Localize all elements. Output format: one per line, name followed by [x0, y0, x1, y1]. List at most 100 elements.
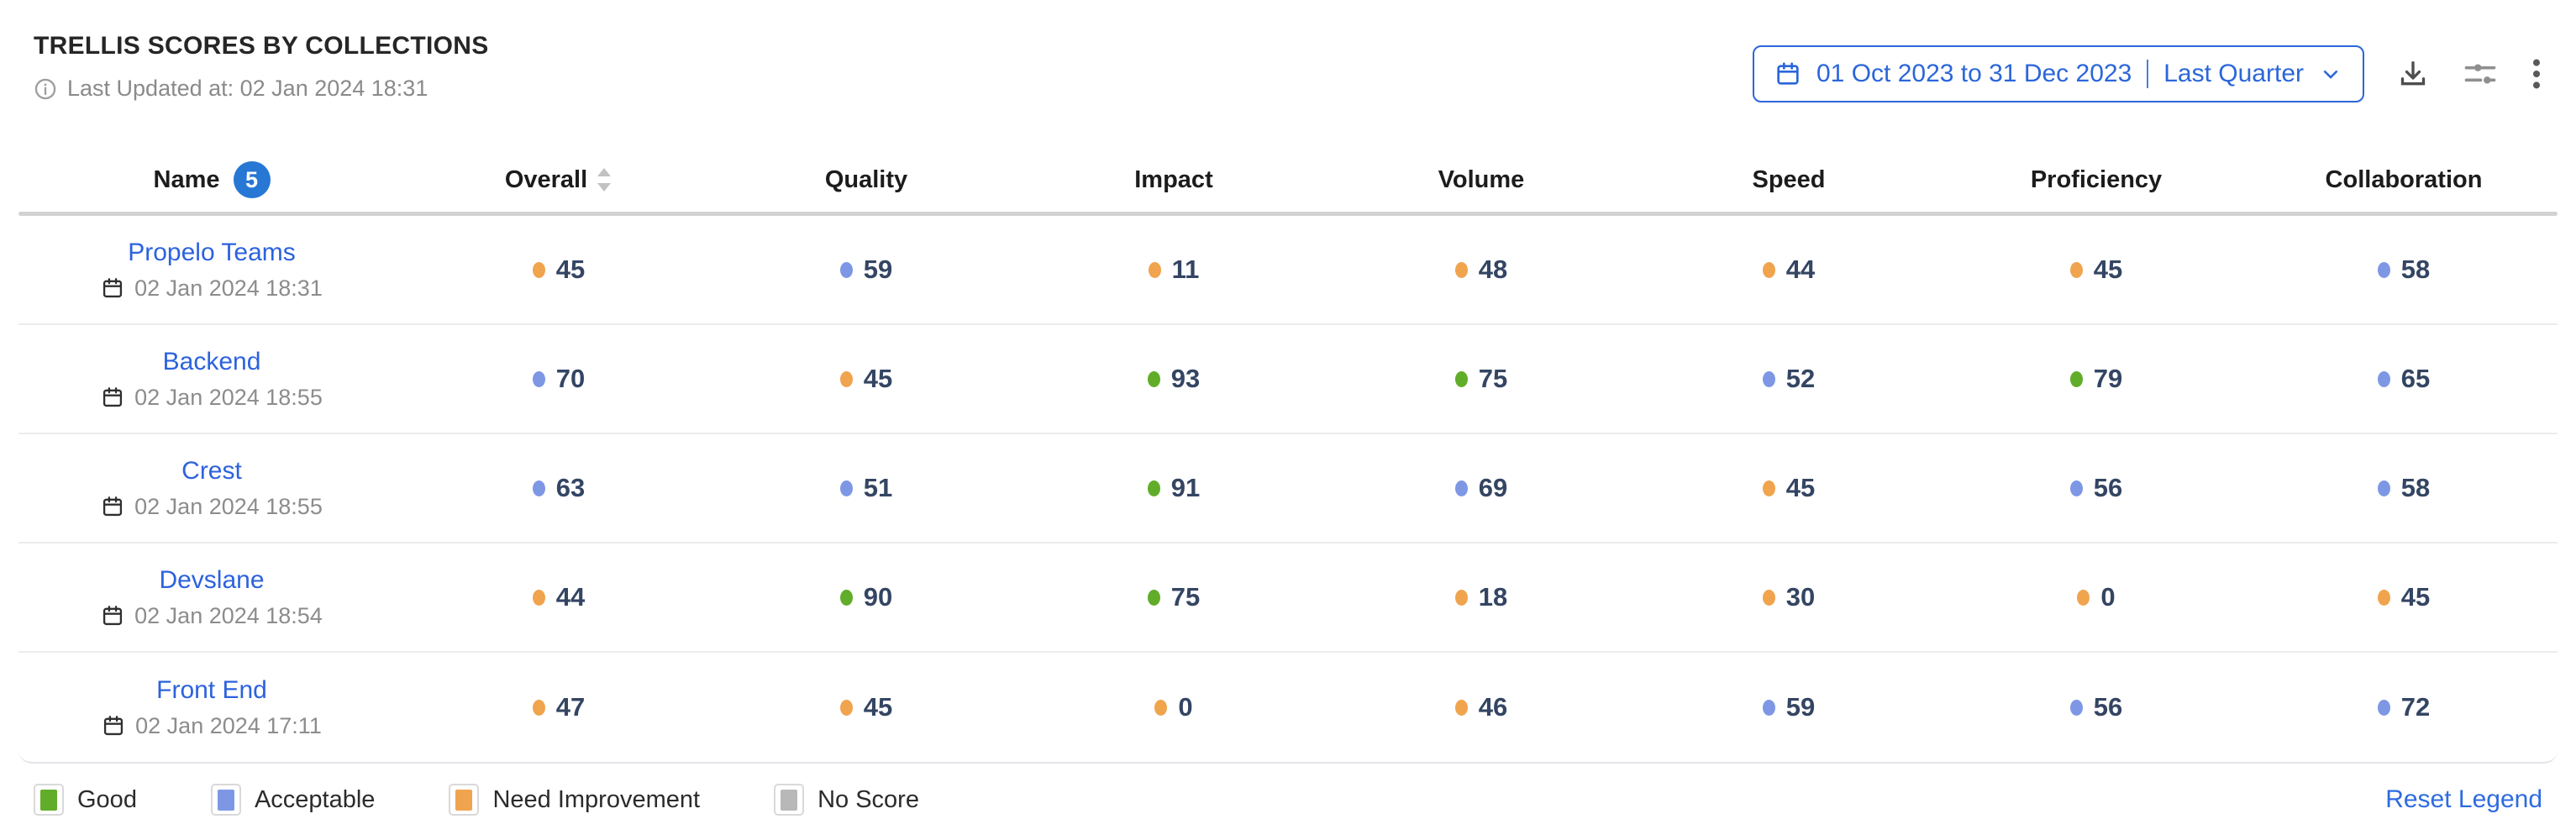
- score-value: 0: [2100, 582, 2116, 612]
- score-value: 45: [2093, 255, 2123, 284]
- score-dot: [2377, 370, 2390, 387]
- score-value: 18: [1478, 582, 1508, 612]
- no-score-color-swatch: [781, 789, 798, 811]
- table-body: Propelo Teams 02 Jan 2024 18:31 45 59 11: [18, 216, 2558, 764]
- date-range-picker[interactable]: 01 Oct 2023 to 31 Dec 2023 Last Quarter: [1752, 45, 2364, 102]
- kebab-menu-icon: [2531, 55, 2542, 93]
- more-options-button[interactable]: [2531, 55, 2542, 93]
- score-cell-collaboration: 72: [2250, 692, 2558, 722]
- calendar-icon: [1774, 60, 1801, 87]
- collection-link[interactable]: Backend: [162, 347, 261, 375]
- calendar-icon: [101, 604, 124, 627]
- score-cell-volume: 69: [1327, 473, 1635, 503]
- name-cell: Crest 02 Jan 2024 18:55: [18, 457, 405, 520]
- impact-header-label: Impact: [1134, 165, 1213, 193]
- page-title: TRELLIS SCORES BY COLLECTIONS: [34, 32, 489, 60]
- score-cell-speed: 45: [1635, 473, 1943, 503]
- collection-link[interactable]: Devslane: [159, 565, 265, 594]
- score-cell-volume: 75: [1327, 364, 1635, 394]
- table-header-row: Name 5 Overall Quality Impact Volume Spe…: [18, 148, 2558, 212]
- column-header-overall[interactable]: Overall: [405, 166, 712, 194]
- table-row: Front End 02 Jan 2024 17:11 47 45 0: [18, 653, 2558, 762]
- sort-icon[interactable]: [596, 166, 612, 193]
- name-cell: Backend 02 Jan 2024 18:55: [18, 348, 405, 411]
- score-dot: [2069, 480, 2083, 496]
- collection-link[interactable]: Crest: [181, 456, 242, 485]
- column-header-speed: Speed: [1635, 166, 1943, 194]
- score-cell-overall: 47: [405, 692, 712, 722]
- legend-swatch: [449, 784, 480, 816]
- score-value: 51: [863, 473, 893, 502]
- name-cell: Devslane 02 Jan 2024 18:54: [18, 566, 405, 629]
- score-value: 79: [2093, 364, 2123, 393]
- download-button[interactable]: [2396, 57, 2430, 91]
- column-header-name: Name 5: [18, 161, 405, 198]
- reset-legend-link[interactable]: Reset Legend: [2385, 785, 2542, 813]
- legend-item-no-score[interactable]: No Score: [774, 784, 919, 816]
- score-value: 75: [1170, 582, 1201, 612]
- legend-item-acceptable[interactable]: Acceptable: [210, 784, 375, 816]
- score-value: 58: [2400, 255, 2431, 284]
- score-cell-overall: 63: [405, 473, 712, 503]
- last-updated: Last Updated at: 02 Jan 2024 18:31: [34, 76, 489, 102]
- legend-swatch: [774, 784, 805, 816]
- legend-item-need-improvement[interactable]: Need Improvement: [449, 784, 700, 816]
- score-cell-proficiency: 45: [1943, 255, 2250, 285]
- score-value: 45: [2400, 582, 2431, 612]
- score-value: 44: [1785, 255, 1816, 284]
- score-value: 72: [2400, 692, 2431, 722]
- row-date-text: 02 Jan 2024 18:55: [134, 493, 323, 519]
- score-cell-quality: 90: [712, 582, 1020, 612]
- quality-header-label: Quality: [824, 165, 908, 193]
- score-dot: [532, 261, 545, 278]
- row-date: 02 Jan 2024 18:54: [101, 603, 323, 629]
- score-value: 44: [555, 582, 586, 612]
- calendar-icon: [101, 386, 124, 409]
- need-improvement-color-swatch: [455, 789, 473, 811]
- score-cell-collaboration: 45: [2250, 582, 2558, 612]
- score-value: 45: [1785, 473, 1816, 502]
- download-icon: [2396, 57, 2430, 91]
- row-date-text: 02 Jan 2024 18:31: [134, 275, 323, 301]
- score-dot: [1454, 370, 1468, 387]
- score-value: 56: [2093, 692, 2123, 722]
- score-value: 90: [863, 582, 893, 612]
- legend-bar: Good Acceptable Need Improvement No Scor…: [0, 764, 2576, 816]
- score-dot: [1762, 261, 1775, 278]
- table-row: Devslane 02 Jan 2024 18:54 44 90 75: [18, 543, 2558, 653]
- score-value: 91: [1170, 473, 1201, 502]
- score-value: 52: [1785, 364, 1816, 393]
- score-cell-speed: 52: [1635, 364, 1943, 394]
- column-header-impact: Impact: [1020, 166, 1327, 194]
- legend-items: Good Acceptable Need Improvement No Scor…: [34, 784, 919, 816]
- score-cell-volume: 46: [1327, 692, 1635, 722]
- score-dot: [532, 699, 545, 716]
- score-dot: [1147, 480, 1160, 496]
- score-dot: [1154, 699, 1168, 716]
- score-value: 59: [863, 255, 893, 284]
- score-cell-impact: 91: [1020, 473, 1327, 503]
- score-dot: [532, 589, 545, 606]
- calendar-icon: [101, 495, 124, 518]
- score-cell-proficiency: 56: [1943, 473, 2250, 503]
- acceptable-color-swatch: [217, 789, 234, 811]
- score-dot: [1762, 699, 1775, 716]
- score-dot: [1762, 480, 1775, 496]
- score-dot: [1454, 699, 1468, 716]
- score-value: 56: [2093, 473, 2123, 502]
- score-cell-quality: 51: [712, 473, 1020, 503]
- score-value: 58: [2400, 473, 2431, 502]
- collection-link[interactable]: Front End: [156, 675, 267, 704]
- score-value: 45: [555, 255, 586, 284]
- title-block: TRELLIS SCORES BY COLLECTIONS Last Updat…: [34, 32, 489, 102]
- column-header-collaboration: Collaboration: [2250, 166, 2558, 194]
- header-divider: [18, 212, 2558, 216]
- name-header-label: Name: [153, 165, 220, 193]
- settings-button[interactable]: [2462, 55, 2499, 92]
- score-dot: [1148, 261, 1161, 278]
- collection-link[interactable]: Propelo Teams: [128, 238, 296, 266]
- legend-item-good[interactable]: Good: [34, 784, 137, 816]
- score-value: 65: [2400, 364, 2431, 393]
- chevron-down-icon: [2319, 62, 2342, 86]
